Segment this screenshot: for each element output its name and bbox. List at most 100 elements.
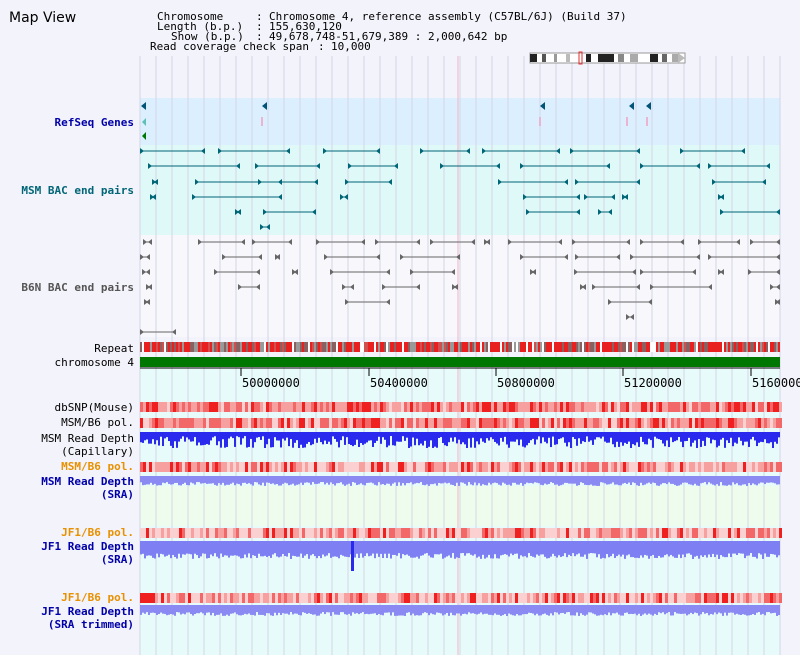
- dbsnp-cell: [566, 402, 569, 412]
- repeat-segment: [394, 342, 396, 352]
- track-label-msm-bac[interactable]: MSM BAC end pairs: [21, 184, 134, 197]
- jf1-trim-depth-bar: [418, 605, 420, 616]
- jf1-trim-depth-bar: [412, 605, 414, 614]
- msm-pol2-cell: [203, 462, 206, 472]
- repeat-segment: [776, 342, 778, 352]
- msm-sra-depth-bar: [440, 476, 442, 484]
- track-label-jf1-depth-sra[interactable]: JF1 Read Depth: [41, 540, 134, 553]
- msm-cap-depth-bar: [684, 432, 686, 442]
- jf1-sra-depth-bar: [544, 541, 546, 557]
- track-label-jf1-pol-2[interactable]: JF1/B6 pol.: [61, 591, 134, 604]
- msm-pol2-cell: [593, 462, 596, 472]
- msm-cap-depth-bar: [710, 432, 712, 444]
- track-label-repeat[interactable]: Repeat: [94, 342, 134, 355]
- msm-pol-cell: [383, 418, 386, 428]
- msm-sra-depth-bar: [364, 476, 366, 486]
- b6n-bac-pair-end: [416, 239, 420, 245]
- jf1-trim-depth-bar: [396, 605, 398, 616]
- track-label-dbsnp[interactable]: dbSNP(Mouse): [54, 401, 134, 414]
- track-label-jf1-pol-1[interactable]: JF1/B6 pol.: [61, 526, 134, 539]
- track-label-jf1-depth-trim[interactable]: JF1 Read Depth: [41, 605, 134, 618]
- jf1-pol2-cell: [188, 593, 191, 603]
- dbsnp-cell: [737, 402, 740, 412]
- msm-cap-depth-bar: [774, 432, 776, 442]
- jf1-trim-depth-bar: [652, 605, 654, 616]
- msm-sra-depth-bar: [146, 476, 148, 485]
- jf1-pol-cell: [362, 528, 365, 538]
- jf1-trim-depth-bar: [704, 605, 706, 614]
- msm-cap-depth-bar: [348, 432, 350, 445]
- track-label-msm-pol-1[interactable]: MSM/B6 pol.: [61, 416, 134, 429]
- jf1-sra-depth-bar: [224, 541, 226, 556]
- jf1-sra-depth-bar: [412, 541, 414, 558]
- repeat-segment: [400, 342, 402, 352]
- msm-cap-depth-bar: [436, 432, 438, 448]
- jf1-sra-depth-bar: [582, 541, 584, 557]
- dbsnp-cell: [659, 402, 662, 412]
- jf1-pol-cell: [389, 528, 392, 538]
- repeat-segment: [722, 342, 724, 352]
- track-label-b6n-bac[interactable]: B6N BAC end pairs: [21, 281, 134, 294]
- jf1-sra-depth-bar: [194, 541, 196, 554]
- track-label-msm-pol-2[interactable]: MSM/B6 pol.: [61, 460, 134, 473]
- chromosome-bar: [140, 357, 780, 367]
- msm-sra-depth-bar: [326, 476, 328, 483]
- b6n-bac-pair-end: [486, 239, 490, 245]
- track-label-msm-depth-sra[interactable]: MSM Read Depth: [41, 475, 134, 488]
- jf1-trim-depth-bar: [714, 605, 716, 613]
- track-label-refseq[interactable]: RefSeq Genes: [54, 116, 134, 129]
- jf1-trim-depth-bar: [228, 605, 230, 616]
- length-sep: :: [256, 20, 263, 33]
- jf1-trim-depth-bar: [486, 605, 488, 614]
- msm-cap-depth-bar: [538, 432, 540, 437]
- msm-pol-cell: [269, 418, 272, 428]
- msm-sra-depth-bar: [264, 476, 266, 486]
- jf1-sra-depth-bar: [646, 541, 648, 556]
- msm-sra-depth-bar: [452, 476, 454, 486]
- ideogram-tip: [678, 53, 685, 63]
- dbsnp-cell: [446, 402, 449, 412]
- jf1-trim-depth-bar: [658, 605, 660, 613]
- msm-sra-depth-bar: [698, 476, 700, 486]
- track-label-chromosome[interactable]: chromosome 4: [54, 356, 134, 369]
- jf1-pol2-cell: [269, 593, 272, 603]
- msm-cap-depth-bar: [510, 432, 512, 442]
- jf1-pol2-cell: [533, 593, 536, 603]
- jf1-pol-cell: [554, 528, 557, 538]
- msm-pol2-cell: [707, 462, 710, 472]
- msm-cap-depth-bar: [272, 432, 274, 448]
- track-label-msm-depth-cap[interactable]: MSM Read Depth: [41, 432, 134, 445]
- jf1-pol2-cell: [425, 593, 428, 603]
- msm-pol-cell: [437, 418, 440, 428]
- msm-pol-cell: [770, 418, 773, 428]
- jf1-trim-depth-bar: [678, 605, 680, 614]
- dbsnp-cell: [509, 402, 512, 412]
- msm-cap-depth-bar: [466, 432, 468, 448]
- dbsnp-cell: [689, 402, 692, 412]
- repeat-segment: [432, 342, 434, 352]
- jf1-trim-depth-bar: [452, 605, 454, 616]
- msm-pol-cell: [446, 418, 449, 428]
- jf1-pol-cell: [161, 528, 164, 538]
- repeat-segment: [268, 342, 270, 352]
- msm-sra-depth-bar: [640, 476, 642, 483]
- jf1-sra-depth-bar: [730, 541, 732, 558]
- jf1-sra-depth-bar: [600, 541, 602, 559]
- msm-sra-depth-bar: [334, 476, 336, 486]
- jf1-sra-depth-bar: [404, 541, 406, 556]
- msm-cap-depth-bar: [506, 432, 508, 445]
- jf1-sra-depth-bar: [612, 541, 614, 554]
- jf1-pol-cell: [311, 528, 314, 538]
- jf1-trim-depth-bar: [612, 605, 614, 614]
- repeat-segment: [778, 342, 780, 352]
- jf1-pol2-cell: [203, 593, 206, 603]
- msm-cap-depth-bar: [650, 432, 652, 441]
- msm-sra-depth-bar: [738, 476, 740, 486]
- jf1-sra-depth-bar: [504, 541, 506, 555]
- jf1-pol-cell: [590, 528, 593, 538]
- repeat-segment: [580, 342, 582, 352]
- jf1-trim-depth-bar: [342, 605, 344, 613]
- msm-pol-cell: [392, 418, 395, 428]
